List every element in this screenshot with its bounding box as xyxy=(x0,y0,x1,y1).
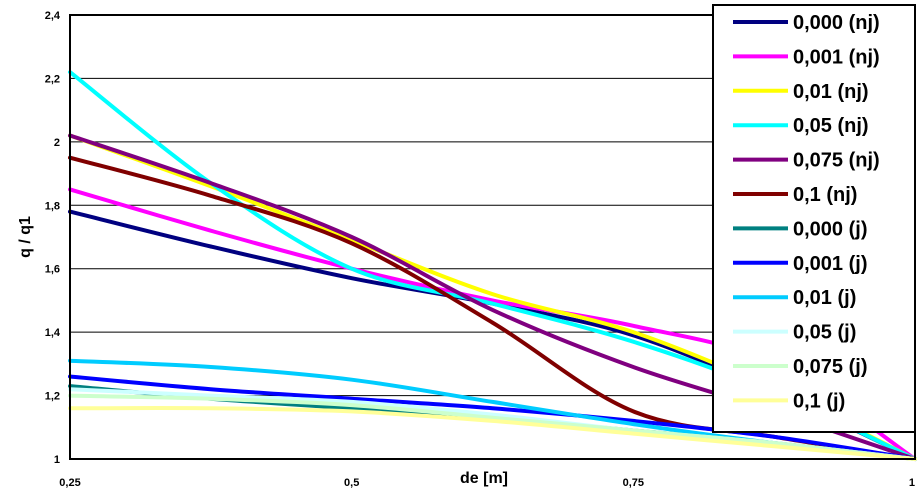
series-line-12 xyxy=(68,406,917,461)
legend-box xyxy=(712,4,916,433)
legend-entry: 0,05 (nj) xyxy=(793,115,869,137)
y-tick-label: 1,8 xyxy=(45,200,60,212)
x-tick-label: 1 xyxy=(909,477,915,489)
legend-entry: 0,01 (nj) xyxy=(793,81,869,103)
legend-entry: 0,05 (j) xyxy=(793,322,856,344)
legend-entry: 0,01 (j) xyxy=(793,287,856,309)
y-tick-label: 2,2 xyxy=(45,73,60,85)
y-tick-label: 1,2 xyxy=(45,391,60,403)
y-axis-title: q / q1 xyxy=(17,216,34,258)
x-tick-label: 0,75 xyxy=(623,477,644,489)
y-tick-label: 1 xyxy=(54,454,60,466)
legend-entry: 0,001 (j) xyxy=(793,253,867,275)
legend-entry: 0,001 (nj) xyxy=(793,46,880,68)
legend-entry: 0,1 (nj) xyxy=(793,184,857,206)
legend-entry: 0,075 (nj) xyxy=(793,150,880,172)
y-tick-label: 2,4 xyxy=(45,10,61,22)
y-axis-ticks: 1 1,2 1,4 1,6 1,8 2 2,2 2,4 xyxy=(45,10,61,466)
legend: 0,000 (nj) 0,001 (nj) 0,01 (nj) 0,05 (nj) 0,… xyxy=(712,4,916,433)
x-tick-label: 0,5 xyxy=(344,477,359,489)
legend-entry: 0,000 (nj) xyxy=(793,12,880,34)
legend-entry: 0,000 (j) xyxy=(793,218,867,240)
y-tick-label: 1,4 xyxy=(45,327,61,339)
y-tick-label: 1,6 xyxy=(45,264,60,276)
x-tick-label: 0,25 xyxy=(59,477,80,489)
legend-entry: 0,1 (j) xyxy=(793,390,845,412)
legend-entry: 0,075 (j) xyxy=(793,356,867,378)
y-tick-label: 2 xyxy=(54,137,60,149)
series-line-8 xyxy=(68,374,917,461)
series-line-11 xyxy=(68,393,917,461)
x-axis-title: de [m] xyxy=(460,470,508,487)
x-axis-ticks: 0,25 0,5 0,75 1 xyxy=(59,477,915,489)
